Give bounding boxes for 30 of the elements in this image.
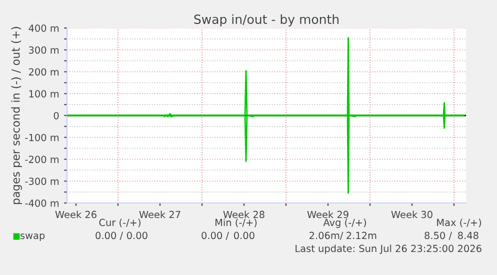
y-axis-title: pages per second in (-) / out (+) (11, 26, 22, 204)
y-tick-label: -400 m (25, 199, 59, 207)
y-tick-label: 200 m (28, 68, 59, 76)
text: Avg (-/+) (323, 218, 366, 228)
chart-title: Swap in/out - by month (194, 14, 339, 26)
y-tick-label: -300 m (25, 178, 59, 185)
y-tick-label: 0 (54, 112, 59, 120)
y-tick-label: -200 m (25, 156, 59, 164)
x-tick-label: Week 26 (55, 210, 96, 218)
text: 0.00 (234, 232, 254, 240)
x-tick-label: Week 29 (307, 210, 348, 218)
text: Cur (-/+) (99, 218, 140, 228)
text: 2.06m/ (310, 232, 344, 240)
y-tick-label: 400 m (28, 24, 59, 32)
text: 2.12m (346, 232, 376, 239)
x-tick-label: Week 30 (391, 210, 432, 218)
text: Last update: Sun Jul 26 23:25:00 2026 (296, 244, 482, 254)
text: 8.48 (458, 232, 478, 240)
text: 8.50 / (424, 232, 452, 240)
text: Max (-/+) (437, 218, 482, 228)
y-tick-label: -100 m (25, 134, 59, 142)
text: 0.00 (126, 232, 148, 240)
text: 0.00 / (96, 232, 124, 240)
x-tick-label: Week 28 (223, 210, 264, 218)
text: Min (-/+) (216, 218, 257, 228)
x-tick-label: Week 27 (139, 210, 180, 218)
y-tick-label: 100 m (29, 90, 59, 98)
legend-label: swap (20, 234, 45, 242)
text: 0.00 / (202, 232, 230, 240)
y-tick-label: 300 m (28, 46, 59, 54)
